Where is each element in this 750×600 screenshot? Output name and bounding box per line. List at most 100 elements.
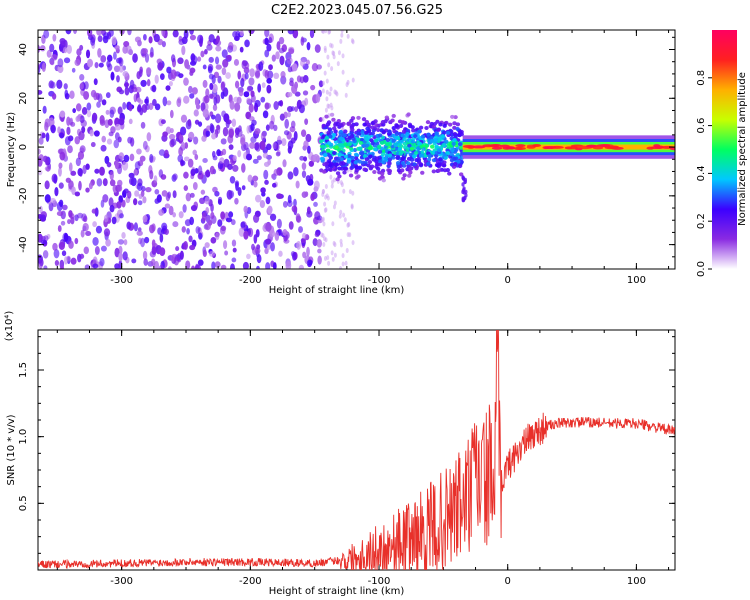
noise-cell [266, 43, 272, 52]
noise-cell [224, 250, 229, 256]
noise-cell [142, 48, 148, 55]
noise-cell [58, 166, 62, 177]
signal-peak [515, 144, 526, 148]
x-tick-label: -200 [239, 576, 262, 587]
noise-cell [117, 106, 123, 115]
noise-cell [210, 211, 215, 220]
noise-cell [183, 185, 189, 192]
noise-cell [38, 137, 44, 145]
band-cell [387, 161, 392, 166]
noise-cell [287, 171, 294, 180]
band-cell [336, 119, 342, 124]
noise-cell [348, 189, 352, 195]
noise-cell [340, 30, 344, 34]
noise-cell [166, 66, 172, 74]
noise-cell [337, 50, 341, 56]
noise-cell [256, 244, 261, 250]
band-cell [438, 122, 443, 127]
noise-cell [248, 77, 255, 86]
band-cell [326, 148, 331, 153]
noise-cell [159, 233, 164, 243]
band-cell [381, 178, 386, 183]
noise-cell [246, 253, 251, 260]
band-cell [412, 162, 417, 167]
band-cell [331, 126, 337, 131]
noise-cell [63, 256, 68, 265]
noise-cell [103, 32, 110, 40]
noise-cell [66, 44, 72, 54]
noise-cell [339, 38, 343, 44]
noise-cell [134, 190, 140, 197]
noise-cell [84, 264, 91, 269]
band-cell [349, 118, 354, 123]
noise-cell [109, 170, 114, 181]
noise-cell [200, 189, 206, 195]
band-cell [406, 112, 411, 117]
noise-cell [133, 222, 139, 232]
signal-peak [532, 143, 542, 147]
noise-cell [180, 160, 186, 166]
noise-cell [329, 42, 333, 48]
noise-cell [57, 64, 64, 74]
noise-cell [57, 58, 64, 68]
noise-cell [260, 96, 266, 103]
noise-cell [205, 88, 210, 98]
noise-cell [317, 248, 322, 254]
noise-cell [342, 188, 346, 194]
noise-cell [299, 155, 305, 161]
noise-cell [119, 213, 124, 219]
noise-cell [180, 114, 188, 123]
band-cell [441, 143, 446, 148]
noise-cell [254, 194, 262, 203]
noise-cell [39, 214, 47, 222]
noise-cell [264, 102, 270, 110]
noise-cell [82, 222, 89, 232]
y-tick-label: 0 [18, 144, 29, 150]
noise-cell [56, 211, 64, 217]
colorbar-tick-label: 0.2 [696, 213, 707, 229]
noise-cell [264, 49, 270, 58]
y-axis-label: SNR (10 * v/v) [6, 414, 17, 485]
noise-cell [81, 126, 86, 134]
noise-cell [87, 30, 93, 37]
band-cell [412, 154, 417, 159]
band-cell [380, 119, 386, 124]
noise-cell [251, 243, 255, 251]
band-cell [392, 129, 397, 134]
band-cell [335, 171, 341, 176]
noise-cell [225, 217, 233, 223]
noise-cell [48, 80, 54, 89]
noise-cell [327, 260, 331, 266]
noise-cell [201, 135, 207, 142]
noise-cell [58, 162, 63, 169]
noise-cell [46, 166, 51, 172]
y-tick-label: -20 [18, 188, 29, 204]
noise-cell [68, 210, 73, 218]
noise-cell [178, 35, 183, 42]
band-cell [420, 170, 425, 175]
band-cell [452, 121, 457, 126]
band-cell [442, 160, 447, 165]
band-cell [321, 123, 327, 128]
noise-cell [346, 232, 350, 238]
noise-cell [172, 221, 179, 228]
noise-cell [234, 102, 241, 112]
noise-cell [266, 143, 272, 151]
noise-cell [94, 61, 99, 69]
noise-cell [183, 171, 189, 179]
noise-cell [73, 30, 78, 35]
noise-cell [59, 132, 65, 139]
noise-cell [70, 121, 76, 127]
band-cell [334, 162, 340, 167]
y-tick-label: 1.0 [18, 429, 29, 445]
band-cell [384, 115, 390, 120]
x-tick-label: 100 [627, 275, 646, 286]
noise-cell [316, 239, 323, 248]
noise-cell [127, 30, 132, 36]
noise-cell [317, 255, 322, 265]
noise-cell [58, 241, 65, 250]
noise-cell [93, 78, 98, 86]
noise-cell [115, 57, 122, 64]
noise-cell [341, 53, 345, 59]
noise-cell [292, 30, 299, 39]
